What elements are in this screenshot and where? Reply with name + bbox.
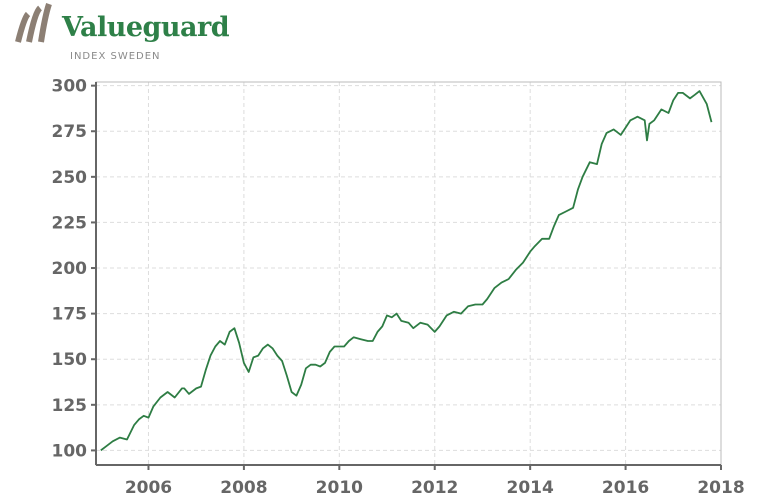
y-tick-label: 200 xyxy=(52,259,88,279)
brand-logo: Valueguard INDEX SWEDEN xyxy=(14,2,244,64)
y-tick-label: 275 xyxy=(52,122,88,142)
brand-name: Valueguard xyxy=(62,12,230,43)
y-tick-label: 250 xyxy=(52,168,88,188)
x-tick-label: 2012 xyxy=(411,478,458,498)
x-tick-label: 2014 xyxy=(506,478,553,498)
brand-subtitle: INDEX SWEDEN xyxy=(70,51,161,62)
x-tick-label: 2018 xyxy=(697,478,744,498)
plot-frame xyxy=(95,81,722,466)
series-line xyxy=(100,90,713,452)
y-tick-label: 125 xyxy=(52,396,88,416)
x-tick-label: 2008 xyxy=(220,478,267,498)
y-tick-label: 100 xyxy=(52,441,88,461)
y-tick-label: 175 xyxy=(52,305,88,325)
y-tick-label: 300 xyxy=(52,77,88,97)
x-tick-label: 2016 xyxy=(602,478,649,498)
y-tick-label: 150 xyxy=(52,350,88,370)
x-tick-label: 2010 xyxy=(316,478,363,498)
y-tick-label: 225 xyxy=(52,213,88,233)
logo-mark-icon xyxy=(15,3,52,43)
x-tick-label: 2006 xyxy=(125,478,172,498)
